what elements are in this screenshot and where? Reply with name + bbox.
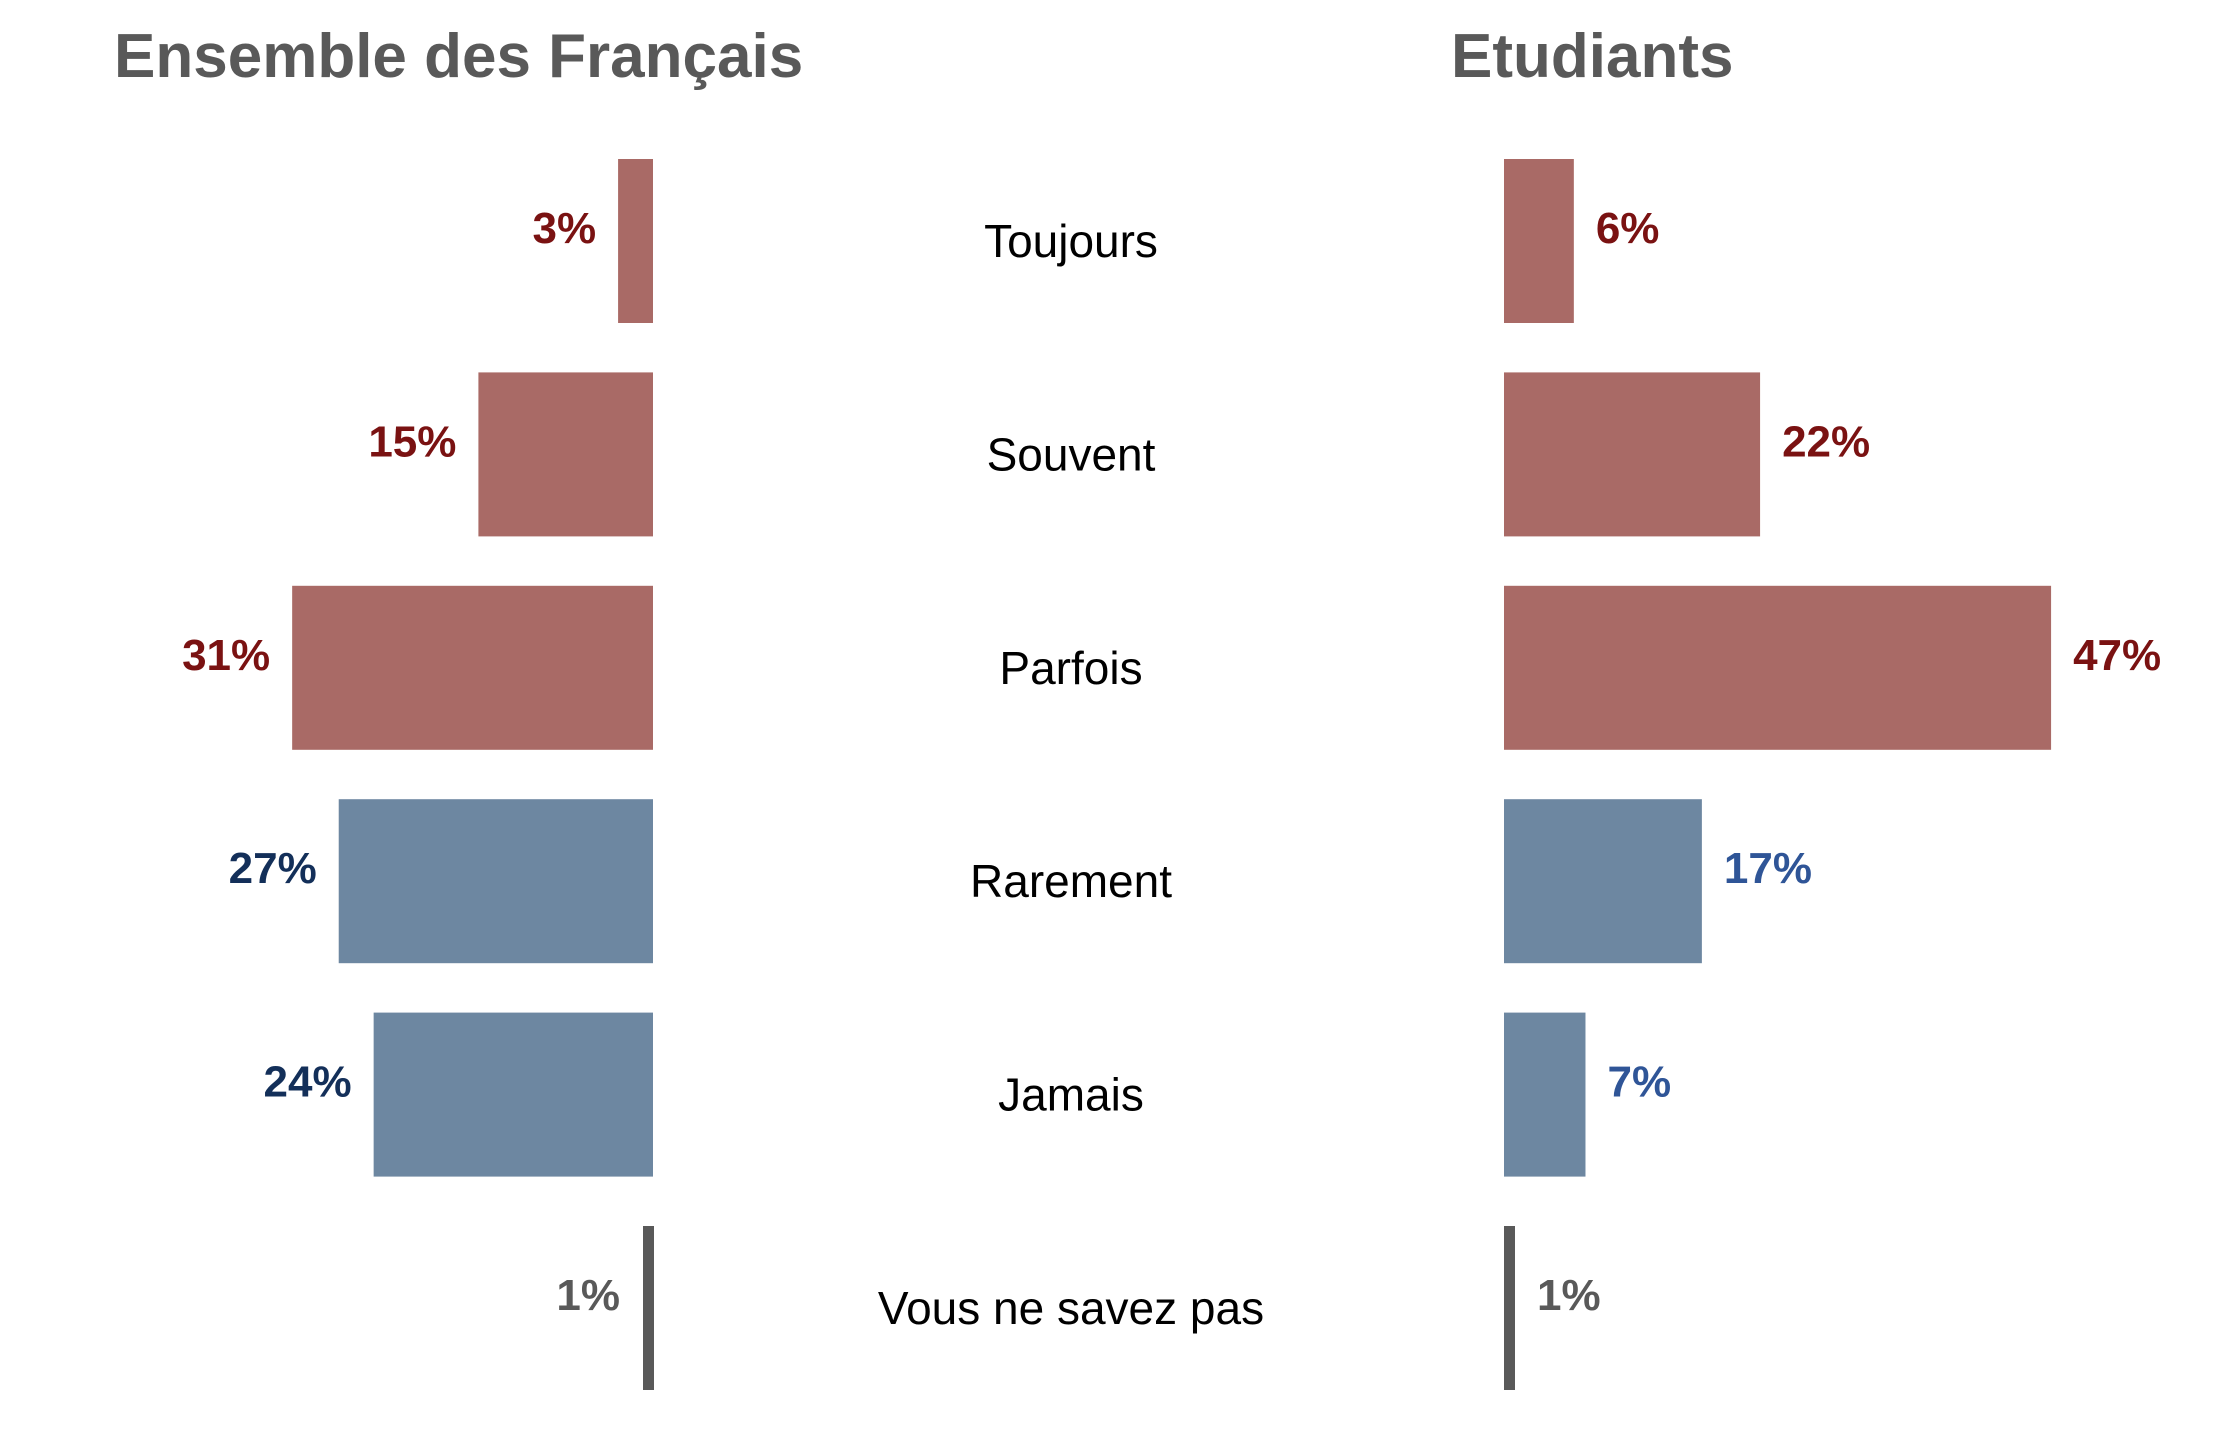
right-bar-jamais <box>1504 1012 1586 1177</box>
category-label-rarement: Rarement <box>970 855 1172 907</box>
right-value-label-jamais: 7% <box>1607 1058 1671 1107</box>
left-value-label-toujours: 3% <box>532 204 596 253</box>
right-bar-vous-ne-savez-pas <box>1504 1226 1515 1390</box>
category-label-vous-ne-savez-pas: Vous ne savez pas <box>878 1282 1264 1334</box>
left-value-labels: 3% 15% 31% 27% 24% 1% <box>182 204 620 1320</box>
category-label-parfois: Parfois <box>999 642 1142 694</box>
right-bar-parfois <box>1504 585 2052 750</box>
left-panel-title: Ensemble des Français <box>114 22 803 91</box>
right-value-label-toujours: 6% <box>1596 204 1660 253</box>
left-bar-rarement <box>338 799 653 964</box>
left-value-label-jamais: 24% <box>264 1058 352 1107</box>
left-bar-souvent <box>478 372 653 537</box>
category-labels: Toujours Souvent Parfois Rarement Jamais Vous… <box>878 215 1264 1334</box>
right-value-labels: 6% 22% 47% 17% 7% 1% <box>1537 204 2161 1320</box>
right-value-label-parfois: 47% <box>2073 631 2161 680</box>
right-bar-toujours <box>1504 159 1574 323</box>
right-panel-title: Etudiants <box>1451 22 1733 91</box>
left-bar-series <box>292 159 654 1390</box>
category-label-jamais: Jamais <box>998 1069 1144 1121</box>
left-bar-vous-ne-savez-pas <box>643 1226 654 1390</box>
left-bar-jamais <box>373 1012 653 1177</box>
left-bar-parfois <box>292 585 653 750</box>
right-bar-series <box>1504 159 2052 1390</box>
left-value-label-vous-ne-savez-pas: 1% <box>556 1271 620 1320</box>
right-bar-rarement <box>1504 799 1702 964</box>
left-value-label-souvent: 15% <box>368 417 456 466</box>
left-bar-toujours <box>618 159 653 323</box>
right-bar-souvent <box>1504 372 1761 537</box>
category-label-souvent: Souvent <box>987 428 1156 480</box>
left-value-label-parfois: 31% <box>182 631 270 680</box>
category-label-toujours: Toujours <box>984 215 1158 267</box>
right-value-label-vous-ne-savez-pas: 1% <box>1537 1271 1601 1320</box>
left-value-label-rarement: 27% <box>229 844 317 893</box>
right-value-label-souvent: 22% <box>1782 417 1870 466</box>
right-value-label-rarement: 17% <box>1724 844 1812 893</box>
